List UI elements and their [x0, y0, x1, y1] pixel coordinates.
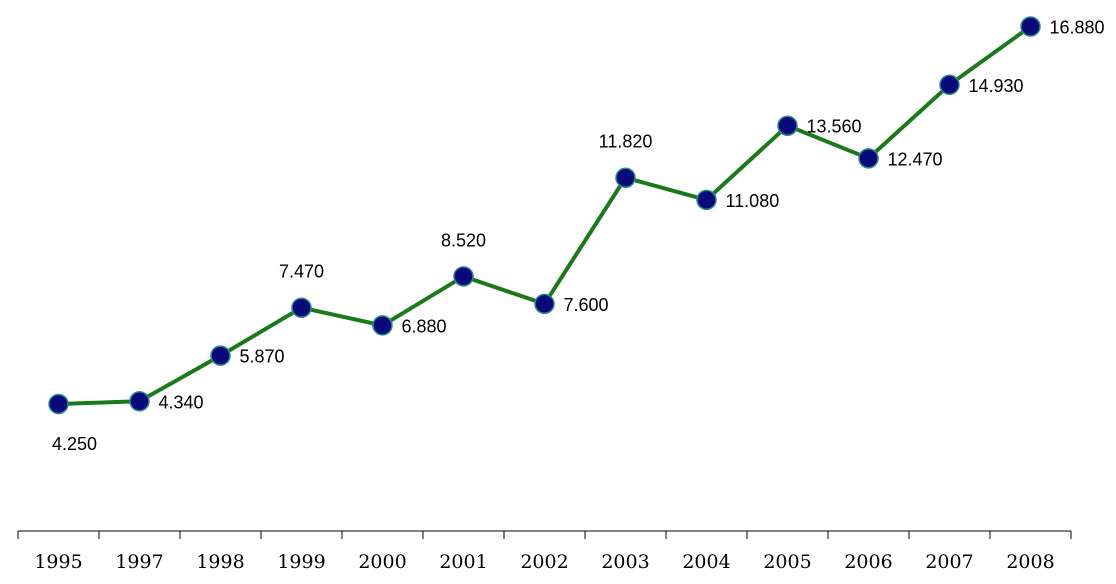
data-point	[534, 293, 555, 315]
data-label: 11.820	[599, 132, 653, 152]
x-tick-label: 1997	[115, 551, 163, 573]
data-labels: 4.250 4.340 5.870 7.470 6.880 8.520 7.600 11.82…	[52, 18, 1105, 454]
data-point	[939, 74, 960, 96]
x-tick-label: 2007	[925, 551, 973, 573]
data-point	[696, 189, 717, 211]
data-point	[210, 345, 231, 366]
data-label: 7.470	[279, 262, 324, 282]
x-tick-label: 2006	[844, 551, 892, 573]
x-tick-label: 1998	[196, 551, 244, 573]
data-point	[372, 315, 393, 336]
data-point	[858, 148, 879, 169]
data-point	[291, 297, 312, 318]
data-point	[777, 115, 798, 136]
data-point	[453, 266, 474, 287]
data-label: 11.080	[726, 191, 780, 211]
data-label: 4.250	[52, 434, 97, 454]
series-line-group	[58, 24, 1032, 406]
x-axis: 1995 1997 1998 1999 2000 2001 2002 2003 2004 2005…	[17, 530, 1072, 573]
data-label: 16.880	[1050, 18, 1105, 38]
x-tick-label: 2002	[520, 551, 568, 573]
data-point	[129, 391, 150, 412]
data-label: 13.560	[807, 117, 862, 137]
x-tick-label: 2003	[601, 551, 649, 573]
x-tick-label: 2005	[763, 551, 811, 573]
series-line	[58, 24, 1032, 406]
data-label: 12.470	[888, 149, 943, 169]
data-point	[615, 167, 636, 188]
data-point	[1020, 16, 1041, 37]
x-tick-label: 2000	[358, 551, 406, 573]
data-label: 14.930	[969, 76, 1024, 96]
data-label: 8.520	[441, 230, 486, 250]
x-tick-label: 2001	[439, 551, 487, 573]
x-tick-label: 1995	[34, 551, 82, 573]
data-point	[48, 393, 69, 415]
x-tick-label: 2008	[1006, 551, 1054, 573]
x-tick-label: 2004	[682, 551, 730, 573]
data-label: 4.340	[159, 392, 204, 412]
data-points	[48, 16, 1041, 415]
data-label: 5.870	[240, 347, 285, 367]
data-label: 7.600	[564, 295, 609, 315]
x-tick-label: 1999	[277, 551, 325, 573]
data-label: 6.880	[402, 316, 447, 336]
